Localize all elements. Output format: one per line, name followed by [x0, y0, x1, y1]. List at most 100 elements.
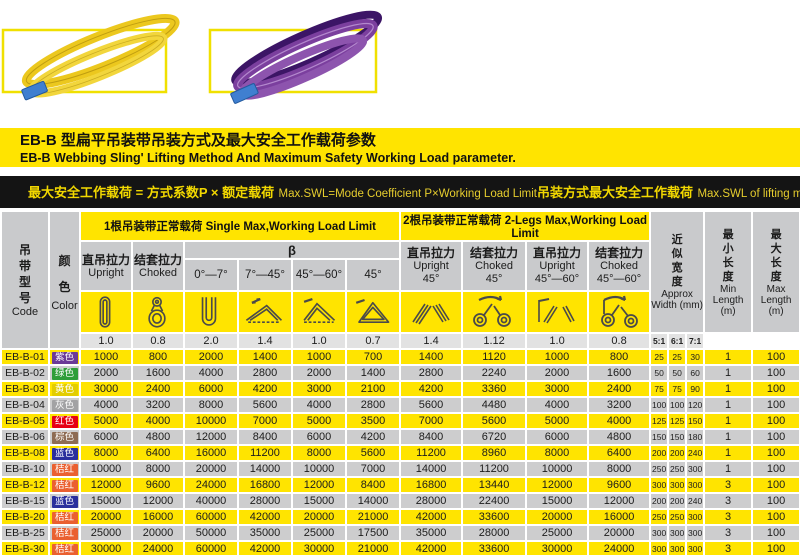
- min-length: 1: [705, 414, 752, 428]
- min-length: 3: [705, 542, 752, 555]
- max-length: 100: [753, 542, 800, 555]
- color-cell: 黄色: [50, 382, 79, 396]
- max-length: 100: [753, 398, 800, 412]
- value-choked: 1600: [133, 366, 183, 380]
- width-7-1: 300: [687, 542, 704, 555]
- color-badge: 灰色: [51, 399, 78, 412]
- min-length: 1: [705, 382, 752, 396]
- color-cell: 灰色: [50, 398, 79, 412]
- value-45-60: 15000: [293, 494, 345, 508]
- table-body: EB-B-01 紫色 1000 800 2000 1400 1000 700 1…: [2, 350, 800, 555]
- width-6-1: 100: [669, 398, 686, 412]
- value-upright: 4000: [81, 398, 131, 412]
- color-cell: 桔红: [50, 542, 79, 555]
- value-7-45: 14000: [239, 462, 291, 476]
- sling-code: EB-B-04: [2, 398, 48, 412]
- value-45: 4200: [347, 430, 400, 444]
- value-2leg-upright-45: 14000: [401, 462, 462, 476]
- color-badge: 桔红: [51, 527, 78, 540]
- ratio-6-1: 6:1: [669, 334, 686, 348]
- value-2leg-choked-45-60: 8000: [589, 462, 650, 476]
- max-length: 100: [753, 478, 800, 492]
- max-length: 100: [753, 462, 800, 476]
- value-0-7: 12000: [185, 430, 237, 444]
- width-5-1: 250: [651, 462, 668, 476]
- value-2leg-upright-45: 7000: [401, 414, 462, 428]
- value-choked: 3200: [133, 398, 183, 412]
- value-2leg-choked-45: 28000: [463, 526, 526, 540]
- color-cell: 蓝色: [50, 446, 79, 460]
- degree-45: 45°: [347, 260, 400, 290]
- beta-header: β: [185, 242, 400, 258]
- value-upright: 12000: [81, 478, 131, 492]
- value-2leg-upright-45-60: 2000: [527, 366, 588, 380]
- min-length: 1: [705, 430, 752, 444]
- width-5-1: 200: [651, 446, 668, 460]
- value-2leg-choked-45: 4480: [463, 398, 526, 412]
- value-2leg-choked-45: 33600: [463, 510, 526, 524]
- value-choked: 24000: [133, 542, 183, 555]
- two-leg-choked-45-header: 结套拉力 Choked 45°: [463, 242, 526, 290]
- width-7-1: 300: [687, 462, 704, 476]
- value-upright: 20000: [81, 510, 131, 524]
- value-2leg-upright-45: 1400: [401, 350, 462, 364]
- value-2leg-upright-45-60: 10000: [527, 462, 588, 476]
- color-badge: 棕色: [51, 431, 78, 444]
- width-5-1: 50: [651, 366, 668, 380]
- sling-code: EB-B-20: [2, 510, 48, 524]
- width-5-1: 200: [651, 494, 668, 508]
- value-2leg-choked-45: 33600: [463, 542, 526, 555]
- max-length: 100: [753, 382, 800, 396]
- value-0-7: 60000: [185, 542, 237, 555]
- value-45: 21000: [347, 542, 400, 555]
- coefficient: 1.0: [293, 334, 345, 348]
- two-leg-choked-45-60-icon: [589, 292, 650, 332]
- min-length: 1: [705, 446, 752, 460]
- value-45-60: 4000: [293, 398, 345, 412]
- value-45: 14000: [347, 494, 400, 508]
- basket-0-7-icon: [185, 292, 237, 332]
- value-45: 3500: [347, 414, 400, 428]
- two-leg-upright-45-60-header: 直吊拉力 Upright 45°—60°: [527, 242, 588, 290]
- value-45-60: 25000: [293, 526, 345, 540]
- choked-sling-icon: [133, 292, 183, 332]
- product-photo-yellow-sling: [0, 0, 205, 118]
- sling-code: EB-B-03: [2, 382, 48, 396]
- value-2leg-choked-45-60: 1600: [589, 366, 650, 380]
- table-row: EB-B-12 桔红 12000 9600 24000 16800 12000 …: [2, 478, 800, 492]
- coefficient: 0.8: [589, 334, 650, 348]
- value-0-7: 6000: [185, 382, 237, 396]
- value-0-7: 24000: [185, 478, 237, 492]
- coefficient: 2.0: [185, 334, 237, 348]
- width-6-1: 300: [669, 542, 686, 555]
- value-45: 21000: [347, 510, 400, 524]
- value-upright: 2000: [81, 366, 131, 380]
- color-badge: 桔红: [51, 479, 78, 492]
- color-cell: 紫色: [50, 350, 79, 364]
- sling-code: EB-B-05: [2, 414, 48, 428]
- value-upright: 25000: [81, 526, 131, 540]
- table-row: EB-B-25 桔红 25000 20000 50000 35000 25000…: [2, 526, 800, 540]
- min-length: 3: [705, 510, 752, 524]
- basket-45-60-icon: [293, 292, 345, 332]
- color-column-header: 颜色 Color: [50, 212, 79, 348]
- width-5-1: 300: [651, 526, 668, 540]
- value-7-45: 4200: [239, 382, 291, 396]
- table-row: EB-B-06 棕色 6000 4800 12000 8400 6000 420…: [2, 430, 800, 444]
- value-2leg-choked-45: 5600: [463, 414, 526, 428]
- table-row: EB-B-05 红色 5000 4000 10000 7000 5000 350…: [2, 414, 800, 428]
- product-photo-purple-sling: [205, 0, 410, 118]
- value-2leg-choked-45-60: 9600: [589, 478, 650, 492]
- formula-left: 最大安全工作载荷 = 方式系数P × 额定载荷 Max.SWL=Mode Coe…: [28, 182, 537, 202]
- value-upright: 8000: [81, 446, 131, 460]
- value-2leg-upright-45-60: 12000: [527, 478, 588, 492]
- sling-code: EB-B-06: [2, 430, 48, 444]
- value-45: 1400: [347, 366, 400, 380]
- value-7-45: 2800: [239, 366, 291, 380]
- width-7-1: 90: [687, 382, 704, 396]
- value-2leg-choked-45-60: 16000: [589, 510, 650, 524]
- value-45-60: 30000: [293, 542, 345, 555]
- value-7-45: 1400: [239, 350, 291, 364]
- width-6-1: 250: [669, 462, 686, 476]
